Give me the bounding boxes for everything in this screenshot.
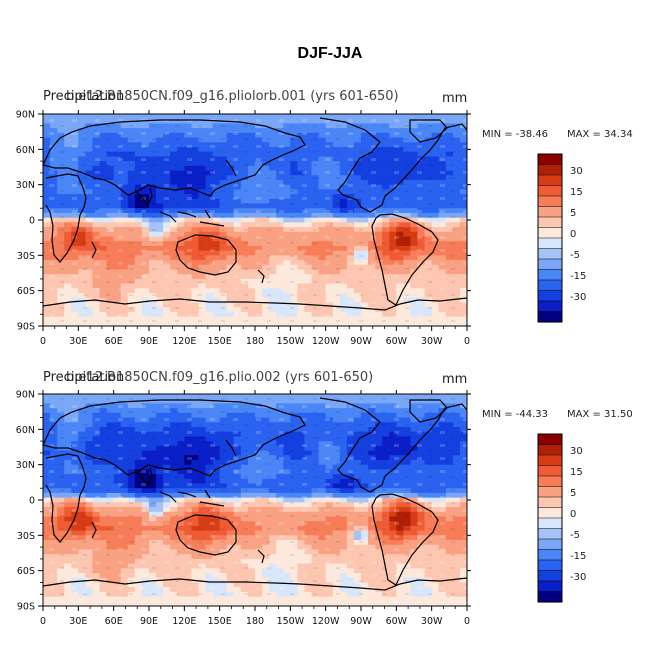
colorbar-swatch xyxy=(537,269,563,281)
panel-1: Precipitation b.e12.B1850CN.f09_g16.plio… xyxy=(16,89,633,347)
colorbar-label: 30 xyxy=(570,166,583,177)
colorbar-label: 0 xyxy=(570,229,576,240)
panel-2-min-label: MIN = -44.33 xyxy=(482,409,548,420)
panel-1-coastlines xyxy=(42,117,468,311)
panel-1-coast-india xyxy=(134,187,153,207)
panel-1-coast-africa xyxy=(45,173,87,263)
panel-1-axes: 0 30E 60E 90E 120E 150E 180 150W 120W 90W 60W 30W 09… xyxy=(16,110,471,347)
colorbar-swatch xyxy=(537,279,563,292)
x-tick-label: 120W xyxy=(312,336,340,347)
panel-1-title-left: Precipitation xyxy=(43,89,124,104)
colorbar-label: -15 xyxy=(570,271,586,282)
colorbar-swatch xyxy=(537,290,563,302)
colorbar-swatch xyxy=(537,195,563,208)
panel-1-colorbar: 30 15 5 0 -5 -15 -30 xyxy=(537,153,586,323)
colorbar-label: 5 xyxy=(570,208,576,219)
panel-1-coast-madagascar xyxy=(91,241,97,259)
x-tick-label: 30W xyxy=(421,336,443,347)
y-tick-label: 30S xyxy=(17,251,35,262)
panel-1-coast-north-america xyxy=(319,117,468,213)
x-tick-label: 90E xyxy=(140,336,158,347)
panel-1-coast-japan xyxy=(225,159,237,177)
panel-1-title-overlap: b.e12.B1850CN.f09_g16.pliolorb.001 (yrs … xyxy=(66,89,399,104)
x-tick-label: 60W xyxy=(386,336,408,347)
colorbar-label: -30 xyxy=(570,292,586,303)
panel-1-coast-antarctica xyxy=(42,297,468,311)
colorbar-swatch xyxy=(537,185,563,197)
x-tick-label: 150E xyxy=(208,336,232,347)
colorbar-swatch xyxy=(537,258,563,271)
panel-1-coast-australia xyxy=(175,234,237,276)
panel-1-units: mm xyxy=(442,91,467,106)
panel-2: Precipitation b.e12.B1850CN.f09_g16.plio… xyxy=(16,370,633,627)
colorbar-swatch xyxy=(537,153,563,166)
y-tick-label: 60N xyxy=(16,145,35,156)
colorbar-swatch xyxy=(537,311,563,323)
panel-1-min-label: MIN = -38.46 xyxy=(482,129,548,140)
y-tick-label: 90N xyxy=(16,110,35,121)
x-tick-label: 0 xyxy=(40,336,46,347)
x-tick-label: 0 xyxy=(464,336,470,347)
panel-1-max-label: MAX = 34.34 xyxy=(567,129,633,140)
figure-title: DJF-JJA xyxy=(298,45,363,62)
colorbar-swatch xyxy=(537,300,563,313)
x-tick-label: 60E xyxy=(105,336,123,347)
panel-2-max-label: MAX = 31.50 xyxy=(567,409,633,420)
colorbar-swatch xyxy=(537,248,563,260)
colorbar-swatch xyxy=(537,237,563,250)
panel-1-coast-new-zealand xyxy=(257,269,265,284)
x-tick-label: 180 xyxy=(246,336,264,347)
colorbar-swatch xyxy=(537,174,563,187)
panel-1-coast-south-america xyxy=(371,213,439,306)
y-tick-label: 0 xyxy=(29,216,35,227)
colorbar-swatch xyxy=(537,216,563,229)
panel-1-speckle xyxy=(43,114,467,326)
x-tick-label: 90W xyxy=(350,336,372,347)
x-tick-label: 120E xyxy=(172,336,196,347)
y-tick-label: 90S xyxy=(17,322,35,333)
y-tick-label: 60S xyxy=(17,286,35,297)
colorbar-label: 15 xyxy=(570,187,583,198)
panel-2-units: mm xyxy=(442,372,467,387)
colorbar-swatch xyxy=(537,227,563,239)
panel-2-title-left: Precipitation xyxy=(43,370,124,385)
panel-2-title-overlap: b.e12.B1850CN.f09_g16.plio.002 (yrs 601-… xyxy=(66,370,373,385)
x-tick-label: 150W xyxy=(277,336,305,347)
colorbar-swatch xyxy=(537,206,563,218)
x-tick-label: 30E xyxy=(69,336,87,347)
panel-1-coast-eurasia xyxy=(42,119,306,197)
panel-1-coast-greenland xyxy=(409,119,448,143)
y-tick-label: 30N xyxy=(16,180,35,191)
colorbar-frame xyxy=(537,153,563,323)
panel-1-coast-maritime-continent xyxy=(159,209,225,227)
colorbar-swatch xyxy=(537,164,563,176)
colorbar-label: -5 xyxy=(570,250,580,261)
